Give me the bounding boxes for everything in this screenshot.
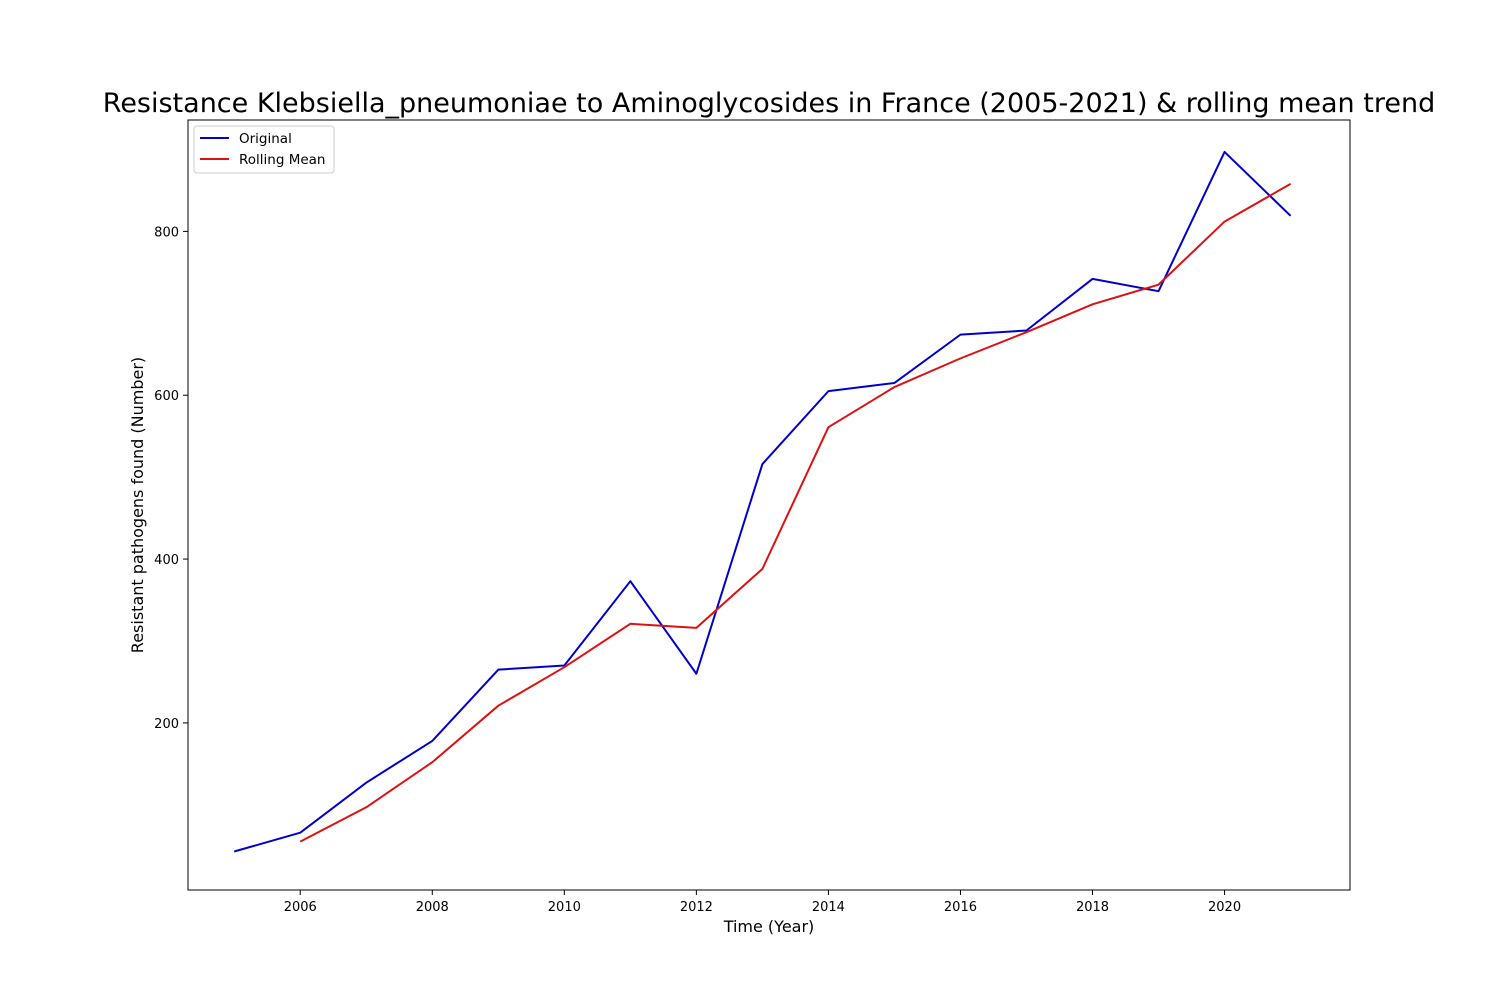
y-axis-label: Resistant pathogens found (Number) xyxy=(128,357,147,653)
series-line-original xyxy=(233,150,1292,853)
x-tick-label: 2006 xyxy=(284,900,317,915)
legend: Original Rolling Mean xyxy=(193,125,335,174)
y-tick-label: 800 xyxy=(154,225,179,240)
series-line-rolling-mean xyxy=(299,183,1292,843)
y-axis: 200 400 600 800 xyxy=(154,225,188,732)
x-tick-label: 2008 xyxy=(416,900,449,915)
legend-label-rolling-mean: Rolling Mean xyxy=(239,152,325,168)
legend-label-original: Original xyxy=(239,131,292,147)
x-tick-label: 2018 xyxy=(1076,900,1109,915)
x-tick-label: 2014 xyxy=(812,900,845,915)
x-tick-label: 2020 xyxy=(1208,900,1241,915)
plot-frame xyxy=(187,119,1351,891)
x-axis-label: Time (Year) xyxy=(723,917,815,936)
x-tick-label: 2012 xyxy=(680,900,713,915)
y-tick-label: 600 xyxy=(154,389,179,404)
y-tick-label: 400 xyxy=(154,553,179,568)
y-tick-label: 200 xyxy=(154,717,179,732)
x-tick-label: 2016 xyxy=(944,900,977,915)
plot-area xyxy=(233,150,1292,853)
x-axis: 2006 2008 2010 2012 2014 2016 2018 2020 xyxy=(284,890,1241,915)
chart-title: Resistance Klebsiella_pneumoniae to Amin… xyxy=(103,88,1435,119)
x-tick-label: 2010 xyxy=(548,900,581,915)
